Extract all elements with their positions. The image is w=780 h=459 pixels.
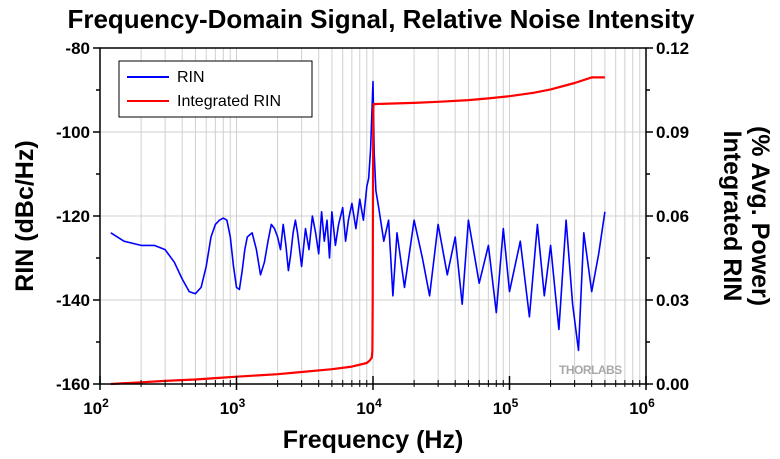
y2-tick-label: 0.03 — [656, 291, 689, 310]
y2-axis-title-line2: (% Avg. Power) — [746, 126, 774, 306]
plot-area — [110, 76, 606, 386]
y-tick-label: -100 — [56, 123, 90, 142]
chart-title: Frequency-Domain Signal, Relative Noise … — [67, 4, 695, 34]
x-tick-label: 102 — [83, 396, 109, 418]
series-line-rin — [110, 80, 606, 352]
y-tick-label: -120 — [56, 207, 90, 226]
y-tick-label: -80 — [65, 39, 90, 58]
x-tick-label: 105 — [493, 396, 519, 418]
y-tick-label: -140 — [56, 291, 90, 310]
legend: RIN Integrated RIN — [118, 60, 313, 118]
y2-tick-label: 0.00 — [656, 375, 689, 394]
thorlabs-watermark: THORLABS — [559, 363, 622, 377]
series-line-integrated-rin — [110, 76, 605, 386]
x-tick-label: 103 — [220, 396, 246, 418]
y-tick-label: -160 — [56, 375, 90, 394]
ticks — [93, 47, 653, 390]
x-tick-labels: 102 103 104 105 106 — [83, 396, 655, 418]
x-axis-title: Frequency (Hz) — [283, 426, 464, 454]
y2-tick-label: 0.06 — [656, 207, 689, 226]
y2-axis-title-line1: Integrated RIN — [718, 131, 746, 302]
y2-tick-label: 0.12 — [656, 39, 689, 58]
x-tick-label: 104 — [356, 396, 382, 418]
y-tick-labels: -80 -100 -120 -140 -160 — [56, 39, 90, 394]
legend-label-rin: RIN — [177, 69, 205, 86]
legend-label-integrated-rin: Integrated RIN — [177, 93, 281, 110]
y2-tick-labels: 0.12 0.09 0.06 0.03 0.00 — [656, 39, 689, 394]
y2-tick-label: 0.09 — [656, 123, 689, 142]
x-tick-label: 106 — [629, 396, 655, 418]
legend-box — [118, 60, 313, 118]
y-axis-title: RIN (dBc/Hz) — [11, 140, 39, 291]
